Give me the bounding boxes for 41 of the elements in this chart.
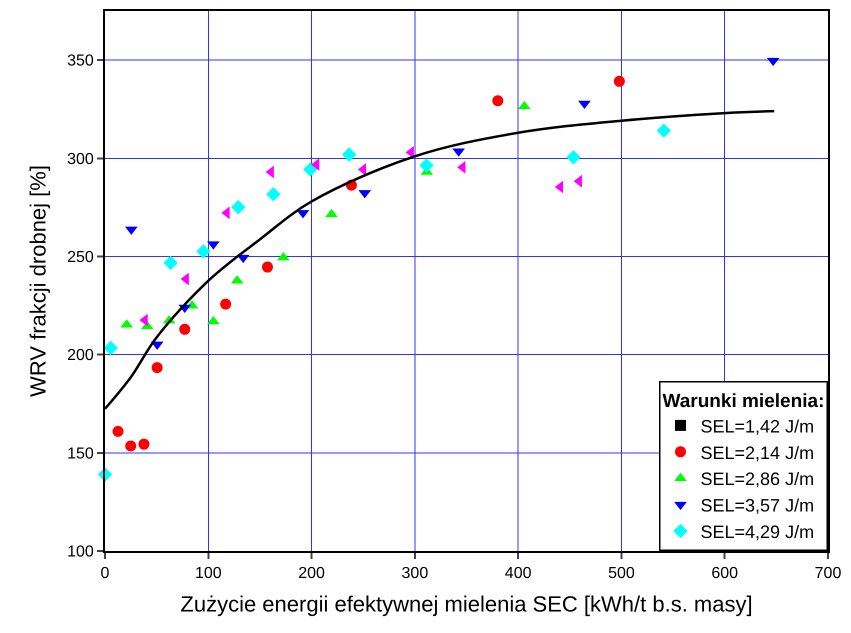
legend-label: SEL=3,57 J/m <box>700 496 814 516</box>
point <box>112 426 124 437</box>
x-tick-label: 500 <box>608 565 635 582</box>
x-axis-title: Zużycie energii efektywnej mielenia SEC [kWh/t b.s. masy] <box>180 592 753 617</box>
point <box>163 256 178 270</box>
legend-label: SEL=2,14 J/m <box>700 442 814 463</box>
point <box>419 158 434 172</box>
y-tick-label: 100 <box>67 544 94 561</box>
legend-label: SEL=2,86 J/m <box>700 469 814 490</box>
point <box>152 362 163 374</box>
point <box>104 340 118 356</box>
point <box>138 438 150 450</box>
x-tick-label: 200 <box>298 565 326 582</box>
x-tick-label: 600 <box>711 565 738 582</box>
y-tick-label: 250 <box>67 249 94 266</box>
point <box>342 147 356 162</box>
x-tick-label: 700 <box>814 565 842 582</box>
point <box>220 298 232 310</box>
x-tick-label: 400 <box>504 565 532 582</box>
legend-label: SEL=1,42 J/m <box>700 416 814 436</box>
y-tick-label: 200 <box>67 347 94 364</box>
y-tick-label: 150 <box>67 445 94 462</box>
point <box>614 76 625 87</box>
point <box>196 244 211 258</box>
point <box>125 440 136 452</box>
point <box>566 150 581 164</box>
y-tick-label: 350 <box>67 52 94 70</box>
legend-title: Warunki mielenia: <box>662 391 824 412</box>
x-tick-label: 300 <box>402 565 428 582</box>
point <box>492 95 504 106</box>
x-tick-label: 100 <box>194 565 222 582</box>
point <box>231 200 246 214</box>
point <box>303 162 318 177</box>
legend-label: SEL=4,29 J/m <box>700 522 814 542</box>
y-axis-title: WRV frakcji drobnej [%] <box>25 165 50 397</box>
x-tick-label: 0 <box>100 565 110 582</box>
point <box>262 262 273 273</box>
point <box>179 324 190 335</box>
point <box>266 187 281 202</box>
point <box>656 123 671 138</box>
y-tick-label: 300 <box>67 150 94 168</box>
